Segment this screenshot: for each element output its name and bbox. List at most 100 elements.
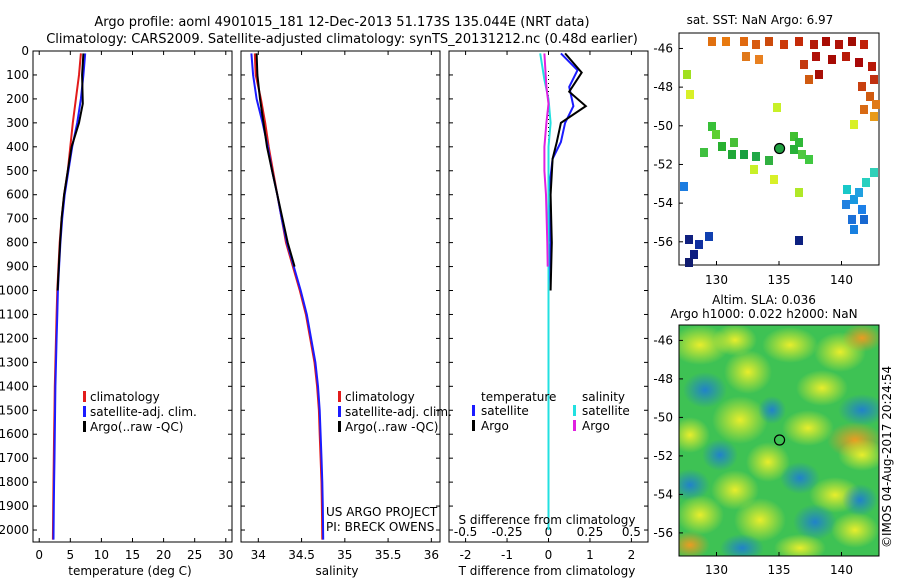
y-tick-label: 1800	[0, 475, 29, 489]
y-tick-label: 1400	[0, 379, 29, 393]
x-tick-label: 135	[768, 273, 791, 287]
sla-anomaly-blob	[679, 417, 710, 453]
x-tick-label: 34.5	[288, 548, 315, 562]
sla-anomaly-blob	[711, 470, 759, 510]
legend-label-argo: Argo(..raw -QC)	[345, 420, 438, 434]
sla-anomaly-blob	[774, 534, 826, 556]
sla-anomaly-blob	[724, 350, 772, 394]
y-tick-label: -46	[653, 333, 673, 347]
sla-map-title-2: Argo h1000: 0.022 h2000: NaN	[670, 307, 857, 321]
sst-cell	[860, 40, 868, 49]
y-tick-label: 1900	[0, 499, 29, 513]
title-line-1: Argo profile: aoml 4901015_181 12-Dec-20…	[94, 15, 589, 30]
sst-cell	[848, 215, 856, 224]
sst-cell	[860, 215, 868, 224]
sla-anomaly-blob	[780, 462, 820, 494]
title-line-2: Climatology: CARS2009. Satellite-adjuste…	[46, 32, 638, 47]
temperature-legend: climatology satellite-adj. clim. Argo(..…	[83, 390, 197, 434]
sst-cell	[718, 142, 726, 151]
sst-cell	[843, 185, 851, 194]
y-tick-label: 0	[21, 44, 29, 58]
x-tick-label: 5	[66, 548, 74, 562]
sst-cell	[812, 52, 820, 61]
series-line	[543, 53, 550, 267]
y-tick-label: 1600	[0, 427, 29, 441]
sst-cell	[795, 37, 803, 46]
sla-anomaly-blob	[679, 469, 710, 501]
sst-cell	[765, 37, 773, 46]
sst-cell	[862, 178, 870, 187]
sst-cell	[730, 138, 738, 147]
sst-map-title: sat. SST: NaN Argo: 6.97	[687, 13, 834, 27]
y-tick-label: 900	[6, 260, 29, 274]
series-line	[56, 53, 85, 291]
legend-label-argo: Argo(..raw -QC)	[90, 420, 183, 434]
sla-anomaly-blob	[796, 370, 848, 406]
temperature-panel-frame	[32, 50, 233, 543]
sst-cell	[795, 188, 803, 197]
y-tick-label: 1700	[0, 451, 29, 465]
sla-anomaly-blob	[713, 325, 757, 356]
legend-label-s-argo: Argo	[582, 419, 610, 433]
y-tick-label: -46	[653, 41, 673, 55]
sla-anomaly-blob	[679, 531, 710, 556]
sst-cell	[790, 132, 798, 141]
sla-anomaly-blob	[838, 439, 879, 471]
sla-anomaly-blob	[746, 442, 790, 482]
legend-swatch-argo	[83, 421, 86, 432]
y-tick-label: -50	[653, 410, 673, 424]
x-top-tick-label: -0.25	[492, 525, 523, 539]
sst-cell	[798, 150, 806, 159]
y-tick-label: 300	[6, 116, 29, 130]
sst-cell	[850, 195, 858, 204]
x-tick-label: 25	[187, 548, 202, 562]
sst-cell	[740, 150, 748, 159]
sst-cell	[686, 90, 694, 99]
x-tick-label: 20	[156, 548, 171, 562]
legend-swatch-argo	[338, 421, 341, 432]
y-tick-label: 200	[6, 92, 29, 106]
project-annotation: US ARGO PROJECT	[326, 505, 438, 519]
x-tick-label: 2	[628, 548, 636, 562]
y-tick-label: 700	[6, 212, 29, 226]
sla-anomaly-blob	[842, 484, 878, 516]
imos-credit: ©IMOS 04-Aug-2017 20:24:54	[880, 366, 894, 548]
argo-position-marker	[773, 142, 786, 155]
sst-cell	[815, 70, 823, 79]
sst-cell	[868, 62, 876, 71]
legend-label-t-satellite: satellite	[481, 404, 529, 418]
legend-title-temperature: temperature	[481, 390, 556, 404]
x-tick-label: 1	[586, 548, 594, 562]
sst-cell	[708, 37, 716, 46]
sst-cell	[870, 168, 878, 177]
sst-cell	[848, 37, 856, 46]
x-tick-label: 0	[35, 548, 43, 562]
salinity-legend: climatology satellite-adj. clim. Argo(..…	[338, 390, 452, 434]
x-tick-label: 130	[705, 273, 728, 287]
legend-label-satellite: satellite-adj. clim.	[90, 405, 197, 419]
y-tick-label: -56	[653, 526, 673, 540]
y-tick-label: 800	[6, 236, 29, 250]
sst-cell	[790, 145, 798, 154]
difference-plot: -2 -1 0 1 2 -0.5 -0.25 0 0.25 0.5	[449, 50, 648, 562]
sst-cell	[805, 155, 813, 164]
y-tick-label: 400	[6, 140, 29, 154]
sst-cell	[740, 37, 748, 46]
x-tick-label: 15	[125, 548, 140, 562]
legend-swatch-t-argo	[472, 420, 475, 431]
y-tick-label: 600	[6, 188, 29, 202]
sla-anomaly-blob	[720, 534, 764, 556]
y-tick-label: -48	[653, 372, 673, 386]
legend-swatch-climatology	[338, 391, 341, 402]
sst-cell	[765, 156, 773, 165]
sla-map-axes: 130 135 140 -46 -48 -50 -52 -54 -56	[653, 333, 853, 577]
sst-cell	[773, 103, 781, 112]
sst-cell	[690, 250, 698, 259]
sla-anomaly-blob	[782, 410, 834, 446]
y-tick-label: -48	[653, 80, 673, 94]
sla-anomaly-blob	[734, 498, 786, 542]
series-line	[255, 53, 296, 267]
sst-cell	[805, 75, 813, 84]
y-tick-label: 2000	[0, 523, 29, 537]
sla-anomaly-blob	[702, 439, 738, 471]
